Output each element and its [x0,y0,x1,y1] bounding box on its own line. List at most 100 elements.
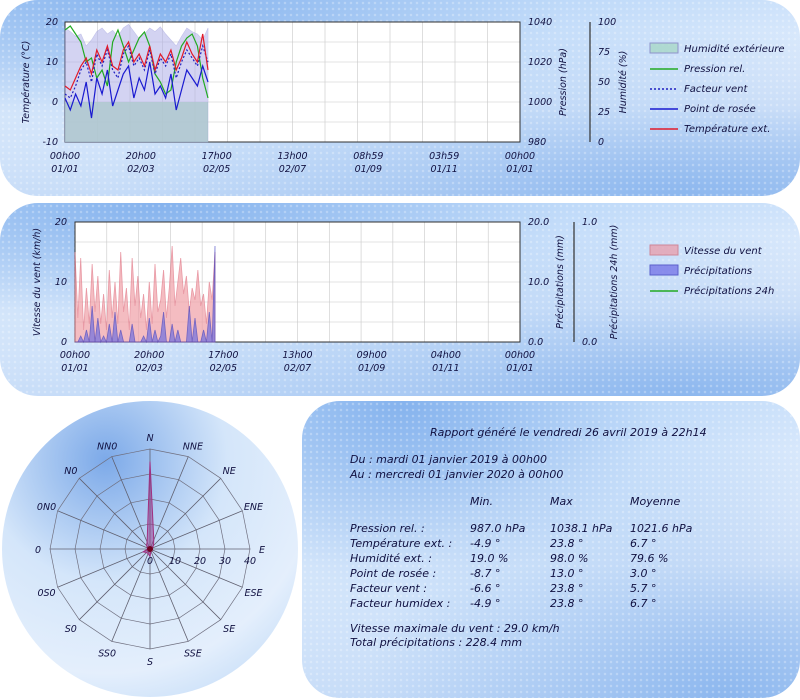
x-tick-label: 02/07 [284,363,311,374]
y-axis-title: Température (°C) [21,41,32,124]
y-tick-label: 1040 [528,17,552,28]
wind-speed-area [74,245,216,343]
x-tick-label: 00h00 [505,350,535,361]
x-tick-label: 02/05 [210,363,237,374]
report-cell: 6.7 ° [630,537,657,550]
x-tick-label: 17h00 [208,350,238,361]
report-cell: Facteur humidex : [350,597,451,610]
rose-direction-label: SS0 [98,648,116,659]
x-tick-label: 09h00 [357,350,387,361]
wind-precipitation-chart: 00h00 01/01 20h00 02/03 17h00 02/05 13h00 02/07… [32,217,774,374]
x-tick-label: 02/03 [135,363,162,374]
y-tick-label: 100 [598,17,616,28]
x-tick-label: 00h00 [50,151,80,162]
rose-spoke [149,548,221,620]
rose-spoke [111,548,151,642]
report-cell: Pression rel. : [350,522,425,535]
legend-label: Précipitations 24h [684,285,774,297]
header-min: Min. [470,495,494,508]
y-axis-title: Vitesse du vent (km/h) [32,228,43,336]
rose-direction-label: N [146,433,153,444]
rose-direction-label: S0 [65,624,77,635]
rose-direction-label: SSE [184,648,202,659]
report-cell: 98.0 % [550,552,589,565]
pressure-line [64,25,209,99]
legend-label: Point de rosée [684,103,756,115]
rose-spoke [149,548,189,642]
x-tick-label: 03h59 [429,151,459,162]
y-axis-title: Humidité (%) [618,51,629,114]
x-tick-label: 01/11 [430,164,457,175]
legend-swatch [649,42,679,54]
temperature-pressure-chart: 00h00 01/01 20h00 02/03 17h00 02/05 13h00 02/07… [21,17,785,175]
rose-direction-label: ENE [244,502,263,513]
legend-label: Température ext. [684,123,770,135]
rain-total-text: Total précipitations : 228.4 mm [350,636,523,649]
report-cell: 3.0 ° [630,567,657,580]
y-axis-title: Pression (hPa) [558,48,569,116]
report-cell: 23.8 ° [550,597,584,610]
rose-radial-label: 10 [169,556,181,567]
y-tick-label: 10 [55,277,67,288]
y-tick-label: 0.0 [582,337,597,348]
header-mean: Moyenne [630,495,681,508]
x-tick-label: 20h00 [126,151,156,162]
report-cell: 5.7 ° [630,582,657,595]
y-tick-label: 1020 [528,57,552,68]
y-tick-label: 0 [52,97,58,108]
rose-radial-label: 20 [194,556,206,567]
precipitation-area [75,245,216,344]
report-cell: -4.9 ° [470,597,501,610]
x-tick-label: 17h00 [202,151,232,162]
report-to: Au : mercredi 01 janvier 2020 à 00h00 [350,468,564,481]
y-tick-label: 0 [61,337,67,348]
x-tick-label: 01/09 [355,164,382,175]
x-tick-label: 01/11 [432,363,459,374]
y-tick-label: 10.0 [528,277,549,288]
x-tick-label: 04h00 [431,350,461,361]
rose-radial-label: 40 [244,556,256,567]
rose-spoke [111,456,151,550]
dewpoint-line [64,61,209,119]
rose-direction-label: SE [223,624,235,635]
header-max: Max [550,495,573,508]
report-cell: 23.8 ° [550,537,584,550]
y-tick-label: 1000 [528,97,552,108]
report-cell: 6.7 ° [630,597,657,610]
y-tick-label: -10 [42,137,58,148]
y-tick-label: 0 [598,137,604,148]
report-panel: Rapport généré le vendredi 26 avril 2019… [302,401,800,698]
report-cell: -8.7 ° [470,567,501,580]
report-cell: 13.0 ° [550,567,584,580]
wind-frequency-polygon [141,461,155,558]
report-cell: Température ext. : [350,537,453,550]
y-tick-label: 0.0 [528,337,543,348]
rose-spoke [57,510,151,550]
x-tick-label: 01/01 [61,363,88,374]
report-cell: 1038.1 hPa [550,522,613,535]
y-axis-title: Précipitations 24h (mm) [609,225,620,340]
rose-spoke [149,478,221,550]
wind-max-text: Vitesse maximale du vent : 29.0 km/h [350,622,560,635]
report-cell: 1021.6 hPa [630,522,693,535]
report-cell: 19.0 % [470,552,509,565]
y-tick-label: 20 [46,17,58,28]
rose-direction-label: 0N0 [37,502,56,513]
wind-rose-chart: N NNE NE ENE E ESE SE SSE S SS0 S0 0S0 0 0N0 N0 NN0 0 10 2… [35,433,265,668]
x-tick-label: 13h00 [282,350,312,361]
weather-chart-panel: 00h00 01/01 20h00 02/03 17h00 02/05 13h00 02/07… [0,0,800,196]
wind-rain-chart-panel: 00h00 01/01 20h00 02/03 17h00 02/05 13h00 02/07… [0,203,800,396]
rose-direction-label: S [147,657,153,668]
legend-swatch [649,244,679,256]
rose-direction-label: 0 [35,545,41,556]
x-tick-label: 20h00 [134,350,164,361]
rose-direction-label: NN0 [97,442,117,453]
y-tick-label: 980 [528,137,546,148]
windchill-line [64,43,209,99]
legend-label: Humidité extérieure [684,43,785,55]
legend-label: Précipitations [684,265,752,277]
y-tick-label: 25 [598,107,610,118]
y-tick-label: 75 [598,47,610,58]
report-cell: -4.9 ° [470,537,501,550]
x-tick-label: 08h59 [353,151,383,162]
